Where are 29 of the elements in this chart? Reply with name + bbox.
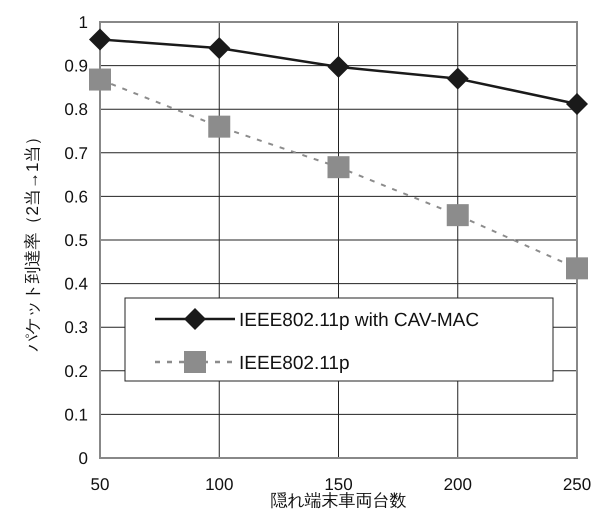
legend-label: IEEE802.11p with CAV-MAC bbox=[239, 310, 480, 331]
y-tick-label: 0.4 bbox=[64, 274, 88, 294]
y-tick-label: 0 bbox=[78, 449, 88, 468]
y-tick-label: 0.7 bbox=[64, 144, 88, 163]
point bbox=[208, 116, 230, 138]
x-tick-label: 100 bbox=[205, 475, 234, 494]
y-axis-title: パケット到達率（2当→1当） bbox=[23, 128, 42, 352]
legend-label: IEEE802.11p bbox=[239, 353, 350, 374]
y-tick-label: 0.9 bbox=[64, 56, 88, 76]
y-tick-label: 0.2 bbox=[64, 362, 88, 381]
x-tick-label: 50 bbox=[90, 475, 110, 494]
point bbox=[566, 257, 588, 280]
point bbox=[446, 68, 469, 90]
y-tick-label: 0.6 bbox=[64, 187, 88, 206]
y-tick-label: 0.1 bbox=[64, 405, 88, 424]
x-tick-label: 200 bbox=[444, 475, 472, 494]
point bbox=[89, 28, 111, 50]
point bbox=[566, 92, 588, 115]
point bbox=[328, 56, 350, 78]
point bbox=[446, 204, 469, 226]
point bbox=[328, 156, 350, 178]
x-tick-label: 250 bbox=[562, 475, 592, 494]
y-tick-label: 0.8 bbox=[64, 100, 88, 120]
point bbox=[89, 68, 111, 91]
y-tick-label: 0.5 bbox=[64, 231, 88, 250]
y-tick-label: 1 bbox=[78, 13, 88, 32]
point bbox=[208, 37, 230, 60]
y-tick-label: 0.3 bbox=[64, 318, 88, 338]
x-axis-title: 隠れ端末車両台数 bbox=[270, 491, 406, 510]
